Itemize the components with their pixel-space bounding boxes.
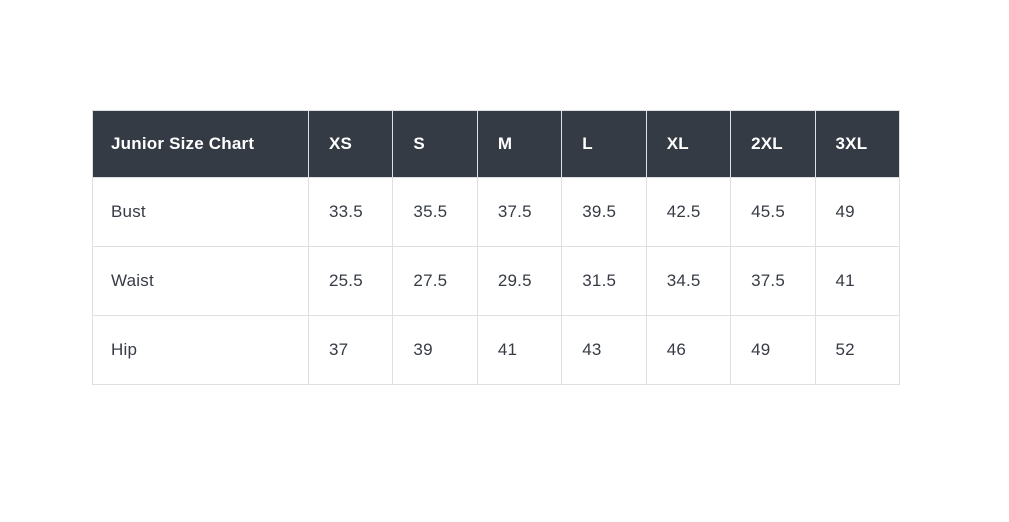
waist-m: 29.5: [476, 246, 563, 316]
bust-s: 35.5: [392, 177, 478, 247]
bust-3xl: 49: [814, 177, 901, 247]
row-label-waist: Waist: [92, 246, 309, 316]
waist-2xl: 37.5: [730, 246, 816, 316]
hip-2xl: 49: [730, 315, 816, 385]
waist-s: 27.5: [392, 246, 478, 316]
column-header-s: S: [392, 110, 478, 178]
header-row: Junior Size Chart XS S M L XL 2XL 3XL: [92, 110, 901, 178]
column-header-xl: XL: [645, 110, 732, 178]
table-row-bust: Bust 33.5 35.5 37.5 39.5 42.5 45.5 49: [92, 177, 901, 247]
column-header-l: L: [561, 110, 647, 178]
waist-l: 31.5: [561, 246, 647, 316]
table-header: Junior Size Chart XS S M L XL 2XL 3XL: [92, 110, 901, 178]
bust-m: 37.5: [476, 177, 563, 247]
hip-m: 41: [476, 315, 563, 385]
hip-3xl: 52: [814, 315, 901, 385]
column-header-xs: XS: [307, 110, 394, 178]
hip-l: 43: [561, 315, 647, 385]
row-label-bust: Bust: [92, 177, 309, 247]
size-chart-container: Junior Size Chart XS S M L XL 2XL 3XL Bu…: [92, 110, 901, 385]
waist-3xl: 41: [814, 246, 901, 316]
column-header-3xl: 3XL: [814, 110, 901, 178]
waist-xs: 25.5: [307, 246, 394, 316]
table-body: Bust 33.5 35.5 37.5 39.5 42.5 45.5 49 Wa…: [92, 177, 901, 385]
bust-l: 39.5: [561, 177, 647, 247]
row-label-hip: Hip: [92, 315, 309, 385]
waist-xl: 34.5: [645, 246, 732, 316]
column-header-m: M: [476, 110, 563, 178]
junior-size-chart-table: Junior Size Chart XS S M L XL 2XL 3XL Bu…: [92, 110, 901, 385]
bust-xl: 42.5: [645, 177, 732, 247]
hip-s: 39: [392, 315, 478, 385]
table-row-waist: Waist 25.5 27.5 29.5 31.5 34.5 37.5 41: [92, 246, 901, 316]
hip-xl: 46: [645, 315, 732, 385]
table-title: Junior Size Chart: [92, 110, 309, 178]
bust-xs: 33.5: [307, 177, 394, 247]
column-header-2xl: 2XL: [730, 110, 816, 178]
table-row-hip: Hip 37 39 41 43 46 49 52: [92, 315, 901, 385]
bust-2xl: 45.5: [730, 177, 816, 247]
hip-xs: 37: [307, 315, 394, 385]
